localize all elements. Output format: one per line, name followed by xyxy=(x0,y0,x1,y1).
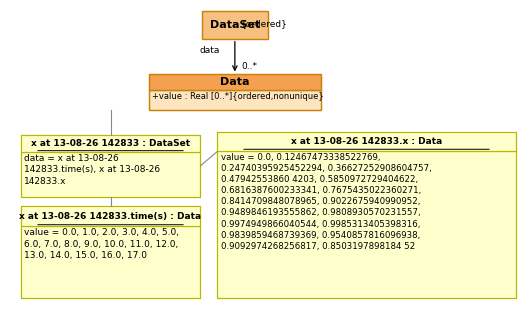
Text: value = 0.0, 0.12467473338522769,
0.24740395925452294, 0.36627252908604757,
0.47: value = 0.0, 0.12467473338522769, 0.2474… xyxy=(221,153,431,251)
Bar xyxy=(149,91,321,110)
Bar xyxy=(217,151,516,298)
Bar xyxy=(21,135,201,197)
Bar xyxy=(149,74,321,110)
Text: x at 13-08-26 142833.x : Data: x at 13-08-26 142833.x : Data xyxy=(291,137,442,146)
Bar xyxy=(21,152,201,197)
Text: x at 13-08-26 142833 : DataSet: x at 13-08-26 142833 : DataSet xyxy=(31,139,190,148)
Text: data = x at 13-08-26
142833.time(s), x at 13-08-26
142833.x: data = x at 13-08-26 142833.time(s), x a… xyxy=(24,154,160,186)
Text: DataSet: DataSet xyxy=(210,20,260,30)
Bar xyxy=(21,135,201,152)
Bar xyxy=(217,132,516,298)
Bar xyxy=(21,226,201,298)
Text: 0..*: 0..* xyxy=(241,62,257,71)
Text: data: data xyxy=(200,46,220,55)
Text: {ordered}: {ordered} xyxy=(241,19,288,28)
Text: Data: Data xyxy=(220,78,250,87)
Bar xyxy=(21,206,201,226)
Text: x at 13-08-26 142833.time(s) : Data: x at 13-08-26 142833.time(s) : Data xyxy=(19,212,202,221)
Bar xyxy=(21,206,201,298)
Bar xyxy=(202,11,268,39)
Text: value = 0.0, 1.0, 2.0, 3.0, 4.0, 5.0,
6.0, 7.0, 8.0, 9.0, 10.0, 11.0, 12.0,
13.0: value = 0.0, 1.0, 2.0, 3.0, 4.0, 5.0, 6.… xyxy=(24,228,179,260)
Bar xyxy=(217,132,516,151)
Text: +value : Real [0..*]{ordered,nonunique}: +value : Real [0..*]{ordered,nonunique} xyxy=(152,92,324,101)
Bar xyxy=(149,74,321,91)
